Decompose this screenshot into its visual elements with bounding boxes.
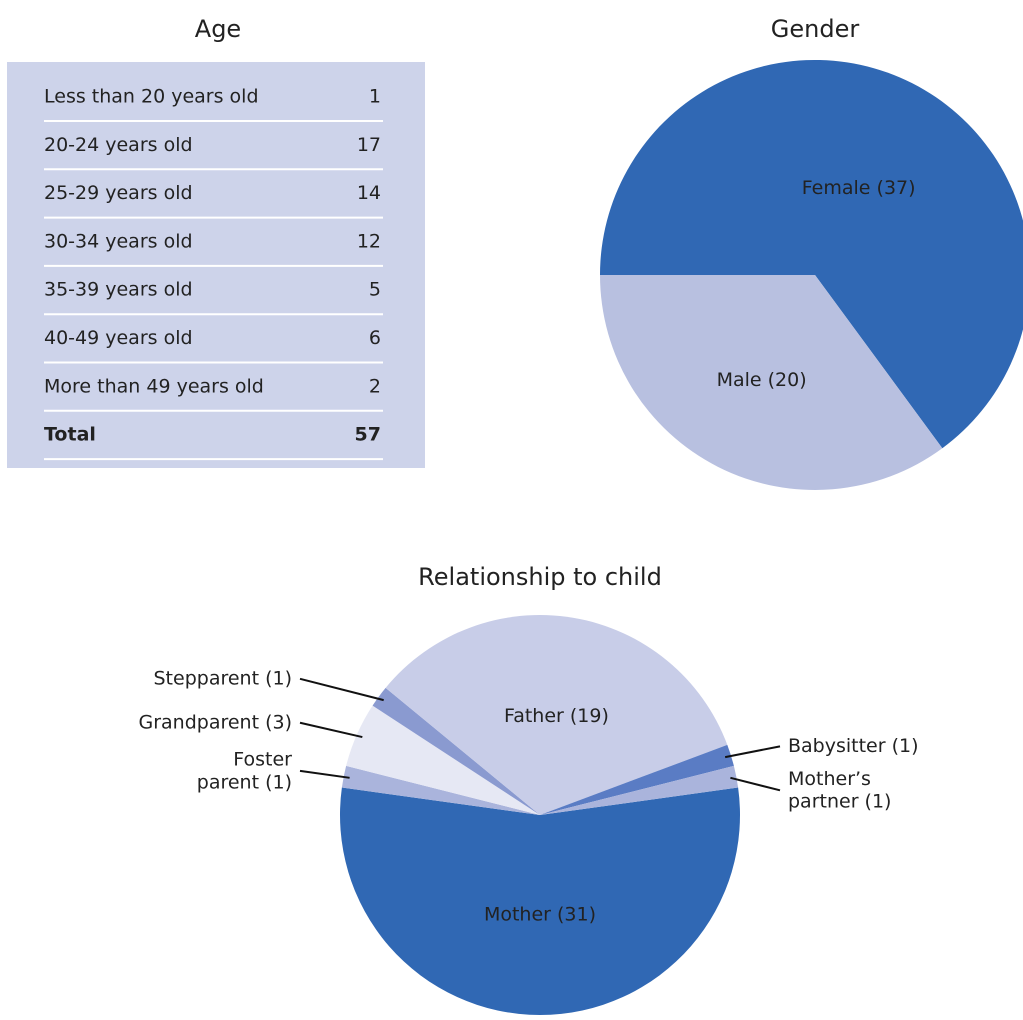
pie-slice bbox=[341, 765, 540, 815]
slice-label: Stepparent (1) bbox=[154, 667, 293, 689]
row-value: 17 bbox=[357, 134, 381, 156]
total-label: Total bbox=[44, 424, 96, 446]
row-label: 30-34 years old bbox=[44, 230, 193, 252]
slice-label: Female (37) bbox=[802, 177, 916, 199]
leader-line bbox=[724, 745, 781, 759]
pie-slice bbox=[540, 765, 739, 815]
leader-line bbox=[299, 721, 363, 739]
pie-slice bbox=[600, 60, 1023, 449]
slice-label: Father (19) bbox=[504, 705, 609, 727]
row-value: 5 bbox=[369, 279, 381, 301]
slice-label: Grandparent (3) bbox=[138, 711, 292, 733]
table-title: Age bbox=[195, 15, 241, 43]
row-label: 20-24 years old bbox=[44, 134, 193, 156]
slice-label: Mother (31) bbox=[484, 904, 596, 926]
leader-line bbox=[299, 769, 350, 779]
pie-slice bbox=[339, 787, 740, 1016]
pie-slice bbox=[346, 705, 540, 815]
chart-title: Relationship to child bbox=[418, 563, 662, 591]
leader-line bbox=[730, 776, 781, 792]
pie-slice bbox=[372, 687, 540, 815]
row-value: 6 bbox=[369, 327, 381, 349]
slice-label: Male (20) bbox=[717, 369, 807, 391]
slice-label: Babysitter (1) bbox=[788, 735, 919, 757]
row-label: 40-49 years old bbox=[44, 327, 193, 349]
row-label: 25-29 years old bbox=[44, 182, 193, 204]
pie-slice bbox=[600, 275, 943, 490]
row-label: 35-39 years old bbox=[44, 279, 193, 301]
slice-label: Foster parent (1) bbox=[197, 748, 292, 793]
row-value: 2 bbox=[369, 375, 381, 397]
leader-line bbox=[299, 677, 384, 702]
total-value: 57 bbox=[355, 424, 381, 446]
chart-title: Gender bbox=[771, 15, 860, 43]
row-value: 12 bbox=[357, 230, 381, 252]
row-label: Less than 20 years old bbox=[44, 86, 259, 108]
row-value: 1 bbox=[369, 86, 381, 108]
row-value: 14 bbox=[357, 182, 381, 204]
slice-label: Mother’s partner (1) bbox=[788, 767, 891, 812]
row-label: More than 49 years old bbox=[44, 375, 264, 397]
pie-slice bbox=[385, 615, 728, 815]
pie-slice bbox=[540, 744, 734, 815]
